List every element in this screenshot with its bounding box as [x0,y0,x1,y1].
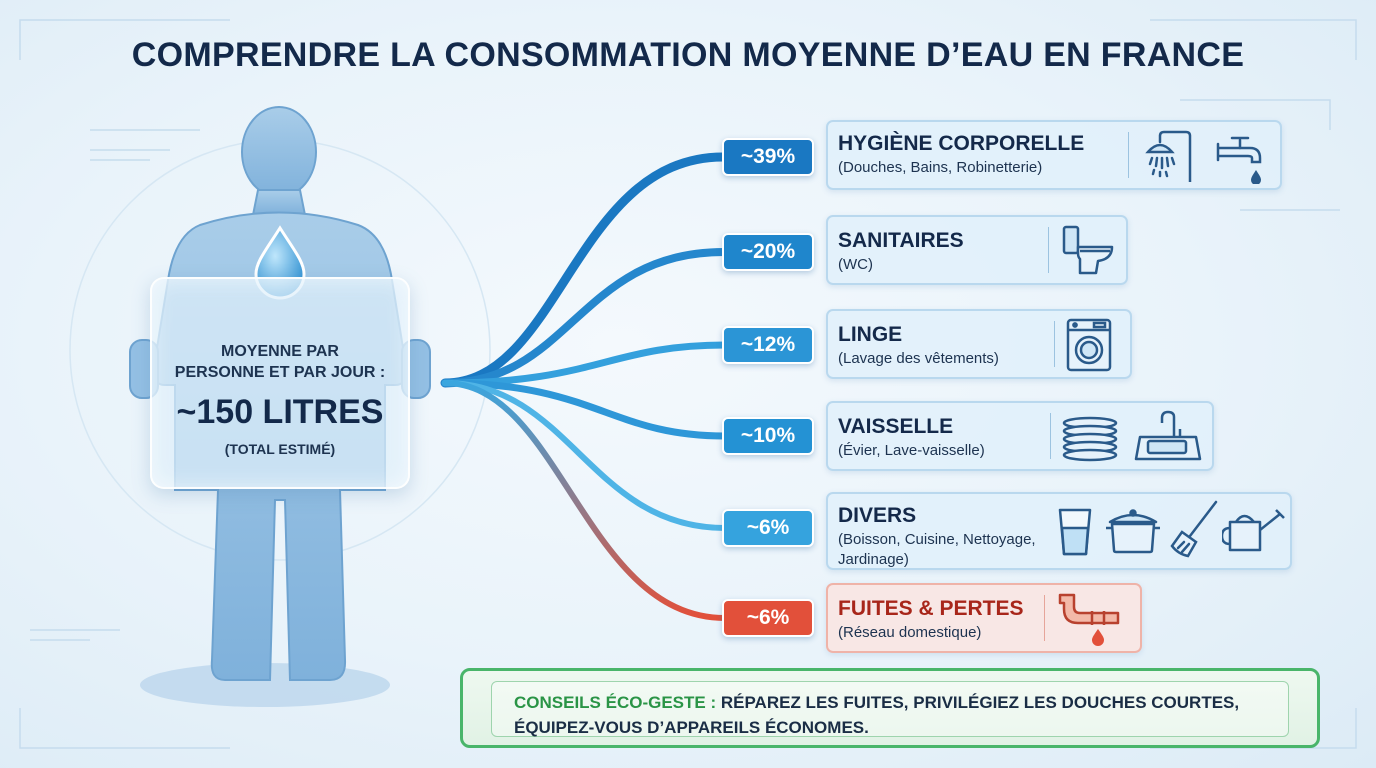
category-card-hygiene: HYGIÈNE CORPORELLE (Douches, Bains, Robi… [826,120,1282,190]
shower-icon [1145,130,1192,182]
category-title: SANITAIRES [838,229,964,252]
category-subtitle: (Réseau domestique) [838,624,982,641]
category-card-vaisselle: VAISSELLE (Évier, Lave-vaisselle) [826,401,1214,471]
glass-icon [1058,508,1092,556]
branch-lines [440,152,730,621]
percent-badge-sanitaires: ~20% [722,233,814,271]
eco-tips-body: RÉPAREZ LES FUITES, PRIVILÉGIEZ LES DOUC… [514,693,1240,737]
plates-icon [1062,416,1118,462]
percent-badge-divers: ~6% [722,509,814,547]
corner-decorations [19,19,1357,749]
category-card-divers: DIVERS (Boisson, Cuisine, Nettoyage, Jar… [826,492,1292,570]
category-subtitle: (Lavage des vêtements) [838,350,999,367]
sign-label-line2: PERSONNE ET PAR JOUR : [174,364,386,381]
card-divider [1054,321,1055,367]
washing-machine-icon [1066,318,1112,372]
sign-label-line1: MOYENNE PAR [221,343,339,360]
percent-badge-vaisselle: ~10% [722,417,814,455]
eco-tips-banner: CONSEILS ÉCO-GESTE : RÉPAREZ LES FUITES,… [460,668,1320,748]
category-card-sanitaires: SANITAIRES (WC) [826,215,1128,285]
category-subtitle-line2: Jardinage) [838,551,909,568]
category-title: LINGE [838,323,903,346]
category-title: VAISSELLE [838,415,954,438]
sign-label: MOYENNE PAR PERSONNE ET PAR JOUR : [152,341,408,383]
category-subtitle-line1: (Boisson, Cuisine, Nettoyage, [838,531,1036,548]
category-title: HYGIÈNE CORPORELLE [838,132,1085,155]
faucet-icon [1216,136,1262,184]
eco-tips-label: CONSEILS ÉCO-GESTE : [514,693,717,712]
eco-tips-panel: CONSEILS ÉCO-GESTE : RÉPAREZ LES FUITES,… [491,681,1289,737]
pot-icon [1106,509,1160,554]
card-divider [1044,595,1045,641]
category-subtitle: (Douches, Bains, Robinetterie) [838,159,1043,176]
sign-note: (TOTAL ESTIMÉ) [224,441,336,457]
sink-icon [1134,410,1202,461]
category-card-linge: LINGE (Lavage des vêtements) [826,309,1132,379]
category-title: FUITES & PERTES [838,597,1024,620]
watering-can-icon [1222,509,1285,552]
leaking-pipe-icon [1058,593,1120,646]
category-card-fuites: FUITES & PERTES (Réseau domestique) [826,583,1142,653]
toilet-icon [1062,225,1114,275]
card-divider [1048,227,1049,273]
percent-badge-hygiene: ~39% [722,138,814,176]
card-divider [1128,132,1129,178]
category-subtitle: (Boisson, Cuisine, Nettoyage, Jardinage) [838,530,1036,570]
average-sign: MOYENNE PAR PERSONNE ET PAR JOUR : ~150 … [150,277,410,489]
category-subtitle: (WC) [838,256,873,273]
sign-value: ~150 LITRES [176,393,384,431]
category-title: DIVERS [838,504,917,527]
card-divider [1050,413,1051,459]
percent-badge-linge: ~12% [722,326,814,364]
category-subtitle: (Évier, Lave-vaisselle) [838,442,985,459]
percent-badge-fuites: ~6% [722,599,814,637]
broom-icon [1170,500,1218,558]
page-title: COMPRENDRE LA CONSOMMATION MOYENNE D’EAU… [131,36,1245,74]
eco-tips-text: CONSEILS ÉCO-GESTE : RÉPAREZ LES FUITES,… [514,690,1276,740]
